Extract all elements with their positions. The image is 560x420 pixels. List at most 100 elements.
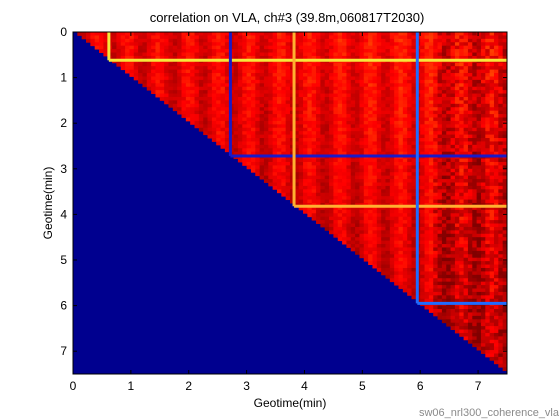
heatmap-cell: [385, 226, 391, 231]
heatmap-cell: [385, 138, 391, 142]
heatmap-cell: [472, 151, 478, 156]
heatmap-cell: [198, 114, 204, 118]
heatmap-cell: [346, 182, 352, 187]
heatmap-cell: [437, 45, 443, 50]
heatmap-cell: [350, 66, 356, 71]
heatmap-cell: [324, 110, 330, 115]
heatmap-cell: [441, 76, 447, 81]
heatmap-cell: [398, 110, 404, 115]
heatmap-cell: [394, 79, 399, 84]
heatmap-cell: [372, 107, 378, 112]
heatmap-cell: [263, 172, 269, 177]
heatmap-cell: [320, 55, 326, 60]
heatmap-cell: [485, 322, 491, 327]
heatmap-cell: [476, 264, 482, 269]
heatmap-cell: [376, 144, 382, 149]
heatmap-cell: [342, 79, 347, 84]
heatmap-cell: [298, 86, 304, 91]
heatmap-cell: [420, 138, 425, 142]
heatmap-cell: [272, 148, 278, 153]
heatmap-cell: [194, 93, 200, 98]
heatmap-cell: [324, 165, 330, 170]
heatmap-cell: [407, 52, 412, 57]
heatmap-cell: [268, 144, 274, 149]
y-tick-label: 2: [60, 116, 67, 130]
heatmap-cell: [389, 83, 395, 88]
heatmap-cell: [407, 257, 412, 262]
heatmap-cell: [394, 206, 399, 211]
heatmap-cell: [420, 226, 425, 231]
heatmap-cell: [411, 131, 417, 136]
heatmap-cell: [454, 175, 460, 180]
heatmap-cell: [303, 49, 308, 53]
heatmap-cell: [259, 141, 265, 146]
heatmap-cell: [303, 76, 308, 81]
heatmap-cell: [441, 45, 447, 50]
heatmap-cell: [242, 161, 248, 166]
heatmap-cell: [389, 49, 395, 53]
heatmap-cell: [420, 96, 425, 101]
heatmap-cell: [441, 319, 447, 324]
heatmap-cell: [203, 83, 208, 88]
heatmap-cell: [493, 226, 499, 231]
heatmap-cell: [498, 254, 504, 259]
heatmap-cell: [467, 254, 473, 259]
heatmap-cell: [428, 151, 434, 156]
heatmap-cell: [311, 127, 317, 132]
heatmap-cell: [185, 73, 191, 77]
heatmap-cell: [398, 148, 404, 153]
heatmap-cell: [502, 339, 508, 344]
heatmap-cell: [281, 161, 287, 166]
heatmap-cell: [450, 62, 456, 67]
heatmap-cell: [480, 138, 486, 142]
heatmap-cell: [467, 110, 473, 115]
heatmap-cell: [268, 100, 274, 105]
heatmap-cell: [268, 117, 274, 122]
heatmap-cell: [437, 100, 443, 105]
heatmap-cell: [350, 144, 356, 149]
heatmap-cell: [359, 138, 365, 142]
heatmap-cell: [363, 165, 369, 170]
heatmap-cell: [411, 144, 417, 149]
heatmap-cell: [337, 226, 343, 231]
heatmap-cell: [363, 114, 369, 118]
heatmap-cell: [316, 35, 321, 40]
heatmap-cell: [337, 55, 343, 60]
heatmap-cell: [203, 49, 208, 53]
heatmap-cell: [476, 298, 482, 303]
heatmap-cell: [454, 144, 460, 149]
heatmap-cell: [433, 237, 439, 242]
heatmap-cell: [276, 73, 282, 77]
heatmap-cell: [493, 315, 499, 320]
heatmap-cell: [329, 144, 334, 149]
heatmap-cell: [485, 32, 491, 36]
heatmap-cell: [398, 271, 404, 276]
heatmap-cell: [498, 247, 504, 252]
heatmap-cell: [394, 237, 399, 242]
heatmap-cell: [363, 35, 369, 40]
heatmap-cell: [493, 356, 499, 361]
heatmap-cell: [441, 196, 447, 201]
heatmap-cell: [237, 110, 243, 115]
heatmap-cell: [363, 45, 369, 50]
heatmap-cell: [294, 45, 300, 50]
heatmap-cell: [498, 285, 504, 289]
heatmap-cell: [394, 213, 399, 218]
heatmap-cell: [224, 32, 230, 36]
heatmap-cell: [276, 42, 282, 47]
heatmap-cell: [329, 158, 334, 163]
heatmap-cell: [259, 127, 265, 132]
heatmap-cell: [485, 230, 491, 235]
heatmap-cell: [459, 124, 465, 129]
heatmap-cell: [402, 179, 408, 183]
heatmap-cell: [298, 107, 304, 112]
heatmap-cell: [368, 165, 373, 170]
heatmap-cell: [376, 124, 382, 129]
heatmap-cell: [376, 192, 382, 197]
heatmap-cell: [467, 271, 473, 276]
heatmap-cell: [303, 144, 308, 149]
heatmap-cell: [368, 179, 373, 183]
heatmap-cell: [276, 69, 282, 74]
heatmap-cell: [376, 62, 382, 67]
heatmap-cell: [333, 220, 339, 224]
